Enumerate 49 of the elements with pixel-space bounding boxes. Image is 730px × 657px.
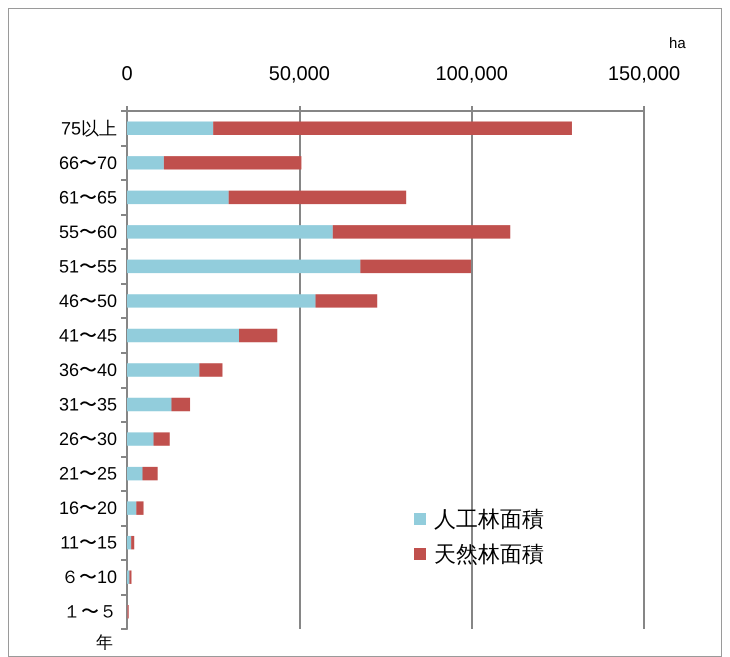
- bar: [239, 328, 278, 342]
- bar: [127, 501, 136, 515]
- x-tick-label: 150,000: [608, 63, 680, 85]
- legend-label: 人工林面積: [434, 506, 544, 532]
- y-tick-label: 11〜15: [60, 532, 117, 553]
- x-axis-title: ha: [669, 35, 686, 52]
- y-tick-label: 21〜25: [58, 464, 117, 484]
- x-tick-label: 100,000: [436, 63, 508, 85]
- bar: [142, 466, 158, 480]
- bar: [127, 190, 229, 204]
- y-tick-label: 31〜35: [58, 394, 117, 415]
- bar: [316, 294, 378, 308]
- x-tick-label: 0: [121, 63, 133, 85]
- bar: [127, 122, 214, 135]
- y-tick-label: 61〜65: [58, 187, 117, 208]
- y-tick-label: 55〜60: [58, 222, 117, 242]
- bar: [136, 501, 144, 515]
- bar: [127, 156, 164, 170]
- y-tick-label: 66〜70: [58, 152, 117, 173]
- y-tick-label: 16〜20: [58, 498, 117, 518]
- bar: [127, 466, 143, 480]
- bar: [360, 260, 471, 274]
- y-tick-label: 36〜40: [58, 360, 117, 380]
- y-tick-label: ６〜10: [60, 567, 117, 588]
- legend-label: 天然林面積: [434, 542, 544, 566]
- bar: [228, 190, 406, 204]
- bar: [131, 536, 134, 550]
- bar: [127, 398, 172, 412]
- bar: [164, 156, 302, 170]
- y-tick-label: 51〜55: [58, 256, 117, 276]
- bar: [127, 260, 360, 274]
- y-tick-label: 75以上: [60, 118, 117, 138]
- bar: [199, 363, 222, 377]
- bar: [127, 225, 333, 239]
- bar: [127, 294, 316, 308]
- y-tick-label: 26〜30: [58, 429, 117, 450]
- y-tick-label: 41〜45: [58, 325, 117, 346]
- bar: [213, 122, 572, 135]
- bar: [127, 328, 240, 342]
- bar: [127, 536, 132, 550]
- y-tick-label: １〜５: [63, 602, 117, 622]
- bar: [171, 398, 190, 412]
- bar: [127, 432, 154, 446]
- bar: [332, 225, 510, 239]
- y-tick-label: 46〜50: [58, 290, 117, 311]
- bar: [127, 363, 200, 377]
- bar: [154, 432, 170, 446]
- x-tick-label: 50,000: [268, 63, 330, 85]
- y-axis-title: 年: [96, 633, 113, 652]
